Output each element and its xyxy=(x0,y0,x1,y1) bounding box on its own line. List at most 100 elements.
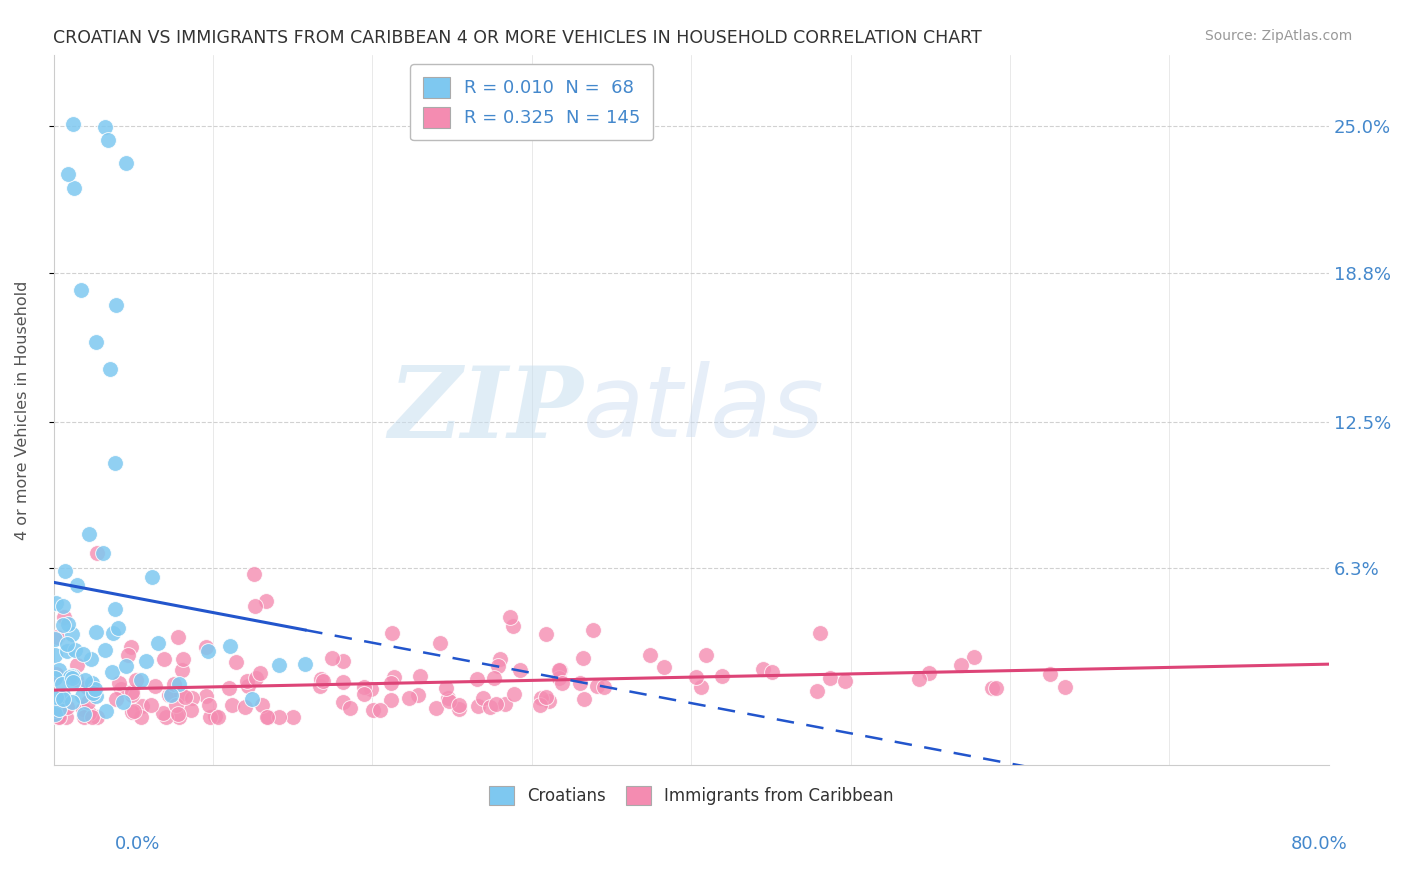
Point xyxy=(245,599,267,613)
Point xyxy=(125,673,148,688)
Point xyxy=(157,688,180,702)
Point xyxy=(235,699,257,714)
Point xyxy=(484,697,506,711)
Point xyxy=(547,672,569,686)
Point xyxy=(62,180,84,194)
Point xyxy=(529,698,551,713)
Point xyxy=(551,675,574,690)
Point xyxy=(62,118,84,132)
Point xyxy=(398,691,420,706)
Point xyxy=(249,666,271,681)
Point xyxy=(53,564,76,578)
Point xyxy=(82,675,104,690)
Point xyxy=(101,626,124,640)
Point xyxy=(256,709,278,723)
Point xyxy=(572,651,595,665)
Point xyxy=(207,710,229,724)
Point xyxy=(163,676,186,690)
Point xyxy=(55,710,77,724)
Point xyxy=(152,706,174,721)
Point xyxy=(548,664,571,678)
Point xyxy=(502,687,524,701)
Point xyxy=(242,566,264,581)
Point xyxy=(46,710,69,724)
Point xyxy=(167,710,190,724)
Text: Source: ZipAtlas.com: Source: ZipAtlas.com xyxy=(1205,29,1353,43)
Text: 0.0%: 0.0% xyxy=(115,835,160,853)
Point xyxy=(172,652,194,666)
Point xyxy=(131,698,153,713)
Point xyxy=(115,156,138,170)
Point xyxy=(120,640,142,654)
Text: atlas: atlas xyxy=(583,361,824,458)
Point xyxy=(918,666,941,681)
Point xyxy=(153,652,176,666)
Point xyxy=(311,673,333,687)
Point xyxy=(472,691,495,706)
Point xyxy=(141,570,163,584)
Point xyxy=(51,677,73,691)
Point xyxy=(86,546,108,560)
Point xyxy=(112,696,135,710)
Point xyxy=(121,684,143,698)
Point xyxy=(129,673,152,687)
Point xyxy=(122,704,145,718)
Point xyxy=(353,687,375,701)
Point xyxy=(711,669,734,683)
Point xyxy=(52,610,75,624)
Point xyxy=(425,700,447,714)
Point xyxy=(294,657,316,672)
Point xyxy=(84,624,107,639)
Point xyxy=(429,636,451,650)
Point xyxy=(169,677,191,691)
Point xyxy=(135,654,157,668)
Point xyxy=(592,680,614,694)
Point xyxy=(76,680,98,694)
Point xyxy=(62,668,84,682)
Point xyxy=(108,676,131,690)
Point xyxy=(198,710,221,724)
Point xyxy=(77,526,100,541)
Point xyxy=(66,578,89,592)
Point xyxy=(129,710,152,724)
Point xyxy=(225,655,247,669)
Point xyxy=(509,663,531,677)
Point xyxy=(46,630,69,644)
Point xyxy=(72,702,94,716)
Point xyxy=(574,691,596,706)
Point xyxy=(963,650,986,665)
Point xyxy=(73,707,96,722)
Point xyxy=(281,710,304,724)
Point xyxy=(640,648,662,662)
Legend: Croatians, Immigrants from Caribbean: Croatians, Immigrants from Caribbean xyxy=(477,774,905,816)
Point xyxy=(984,681,1007,695)
Point xyxy=(104,602,127,616)
Point xyxy=(582,623,605,637)
Point xyxy=(63,642,86,657)
Point xyxy=(107,621,129,635)
Point xyxy=(586,679,609,693)
Point xyxy=(97,133,120,147)
Point xyxy=(72,647,94,661)
Point xyxy=(121,705,143,719)
Point xyxy=(98,362,121,376)
Point xyxy=(166,698,188,713)
Point xyxy=(434,681,457,696)
Point xyxy=(360,681,382,696)
Point xyxy=(172,663,194,677)
Point xyxy=(44,648,66,662)
Point xyxy=(380,692,402,706)
Point xyxy=(115,659,138,673)
Point xyxy=(1053,680,1076,694)
Point xyxy=(499,609,522,624)
Point xyxy=(502,619,524,633)
Point xyxy=(269,710,291,724)
Point xyxy=(110,681,132,696)
Point xyxy=(530,690,553,705)
Point xyxy=(478,700,501,714)
Point xyxy=(56,616,79,631)
Point xyxy=(218,681,240,696)
Point xyxy=(83,681,105,696)
Point xyxy=(174,690,197,704)
Point xyxy=(56,637,79,651)
